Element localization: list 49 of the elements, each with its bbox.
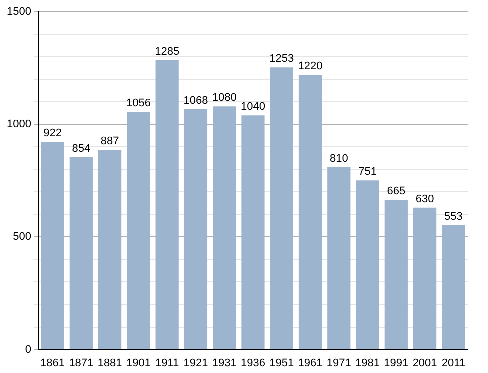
bar [41, 142, 64, 350]
bar [127, 112, 150, 350]
bar [242, 116, 265, 350]
data-label: 854 [72, 143, 91, 156]
x-tick-label: 1921 [184, 357, 208, 370]
bar [384, 200, 408, 350]
x-tick-label: 1911 [156, 357, 180, 370]
x-tick-label: 1951 [270, 357, 294, 370]
x-tick-label: 1901 [126, 357, 151, 370]
data-label: 630 [416, 193, 434, 206]
data-label: 887 [100, 136, 120, 148]
x-tick-label: 1991 [384, 357, 409, 370]
data-label: 1040 [240, 101, 266, 114]
data-label: 751 [358, 166, 377, 178]
data-label: 810 [330, 152, 348, 165]
x-tick-label: 1971 [326, 357, 352, 370]
data-label: 1220 [298, 60, 323, 73]
data-label: 1285 [155, 46, 180, 58]
bar [413, 208, 437, 350]
y-tick-label: 1500 [6, 6, 32, 18]
y-tick-label: 1000 [6, 118, 32, 131]
x-tick-label: 1881 [98, 357, 122, 370]
data-label: 1056 [126, 98, 151, 110]
bar [298, 75, 322, 350]
x-tick-label: 2011 [442, 357, 466, 370]
bar [70, 157, 93, 350]
data-label: 1253 [270, 53, 294, 66]
x-tick-label: 1931 [212, 357, 237, 370]
data-label: 922 [44, 128, 62, 140]
x-tick-label: 1981 [356, 357, 380, 370]
x-tick-label: 1961 [298, 357, 323, 370]
x-tick-label: 2001 [412, 357, 438, 370]
bar [270, 68, 294, 350]
bar [213, 106, 236, 350]
x-tick-label: 1936 [240, 357, 266, 370]
x-tick-label: 1871 [69, 357, 94, 370]
data-label: 1080 [212, 92, 237, 104]
bar [328, 167, 351, 350]
data-label: 665 [387, 186, 406, 198]
data-label: 1068 [184, 94, 208, 107]
y-tick-label: 0 [25, 344, 32, 356]
bar [98, 150, 122, 350]
y-tick-label: 500 [13, 231, 32, 244]
x-tick-label: 1861 [40, 357, 66, 370]
bar [156, 60, 179, 350]
bar [184, 109, 208, 350]
bar [442, 225, 466, 350]
data-label: 553 [444, 210, 463, 223]
bar [356, 180, 380, 350]
